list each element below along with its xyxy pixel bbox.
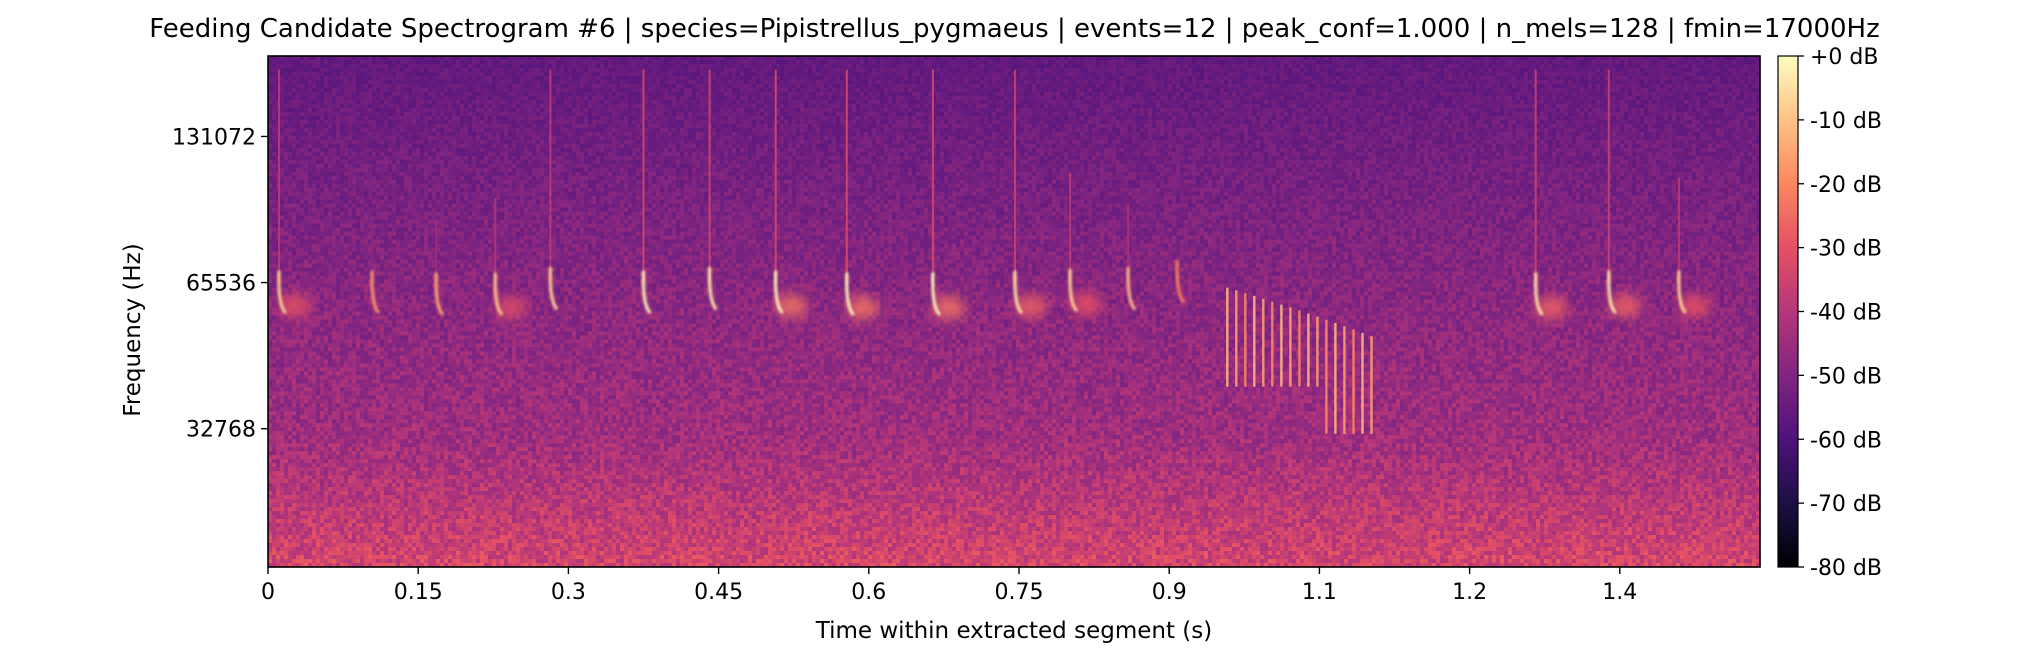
colorbar-tick-label: -50 dB [1810,364,1882,389]
x-tick-label: 0 [261,580,275,605]
y-axis-ticks: 32768 65536 131072 [172,125,268,442]
y-tick-label: 131072 [172,125,256,150]
echo-blob [1679,294,1711,318]
echo-blob [847,296,879,320]
x-axis-ticks: 0 0.15 0.3 0.45 0.6 0.75 0.9 1.1 1.2 1.4 [261,567,1637,605]
x-tick-label: 0.75 [995,580,1044,605]
echo-blob [933,296,965,320]
echo-blob [776,294,808,318]
x-tick-label: 0.45 [694,580,743,605]
x-axis-label: Time within extracted segment (s) [268,618,1760,644]
y-tick-label: 65536 [186,272,256,297]
colorbar-tick-label: -60 dB [1810,428,1882,453]
colorbar [1778,56,1798,567]
y-tick-label: 32768 [186,418,256,443]
colorbar-tick-label: -10 dB [1810,109,1882,134]
echo-blob [1609,294,1641,318]
x-tick-label: 0.15 [394,580,443,605]
x-tick-label: 0.9 [1152,580,1187,605]
colorbar-tick-label: -40 dB [1810,301,1882,326]
x-tick-label: 0.3 [551,580,586,605]
echo-blob [1070,292,1102,316]
echo-blob [279,294,311,318]
colorbar-tick-label: +0 dB [1810,45,1878,70]
x-tick-label: 0.6 [851,580,886,605]
colorbar-tick-label: -30 dB [1810,237,1882,262]
x-tick-label: 1.1 [1302,580,1337,605]
x-tick-label: 1.2 [1452,580,1487,605]
colorbar-tick-label: -70 dB [1810,492,1882,517]
colorbar-tick-label: -80 dB [1810,556,1882,581]
echo-blob [495,296,527,320]
colorbar-ticks: +0 dB -10 dB -20 dB -30 dB -40 dB -50 dB -60 d… [1798,45,1882,581]
echo-blob [1015,294,1047,318]
echo-blob [1536,296,1568,320]
colorbar-tick-label: -20 dB [1810,173,1882,198]
x-tick-label: 1.4 [1602,580,1637,605]
y-axis-label: Frequency (Hz) [120,243,146,416]
